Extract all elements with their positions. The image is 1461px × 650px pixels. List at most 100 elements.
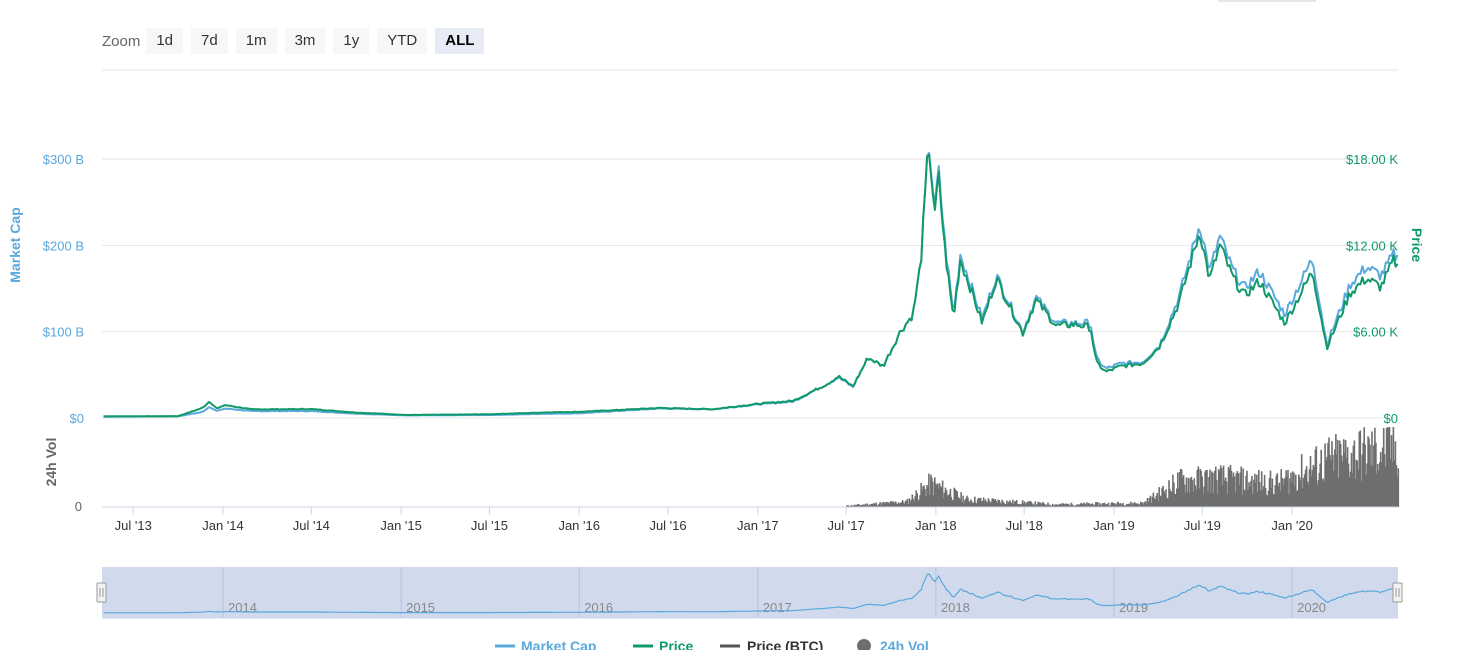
volume-bar — [1259, 490, 1262, 507]
navigator-right-handle[interactable] — [1392, 582, 1403, 603]
volume-bar — [945, 490, 948, 507]
legend-item-market-cap[interactable]: Market Cap — [495, 638, 596, 650]
volume-bar — [1151, 496, 1154, 507]
y-axis-left: $0 $100 B $200 B $300 B — [43, 152, 84, 426]
volume-bar — [1014, 501, 1016, 507]
volume-bar — [1148, 498, 1151, 507]
volume-bar — [1343, 452, 1346, 507]
volume-bar — [1200, 470, 1202, 507]
volume-bar — [922, 486, 924, 507]
volume-bar — [1335, 434, 1337, 507]
legend-item-price[interactable]: Price — [633, 638, 693, 650]
y-left-tick-label: $200 B — [43, 238, 84, 253]
volume-bar — [1158, 487, 1160, 507]
volume-bar — [1150, 502, 1153, 507]
zoom-3m-button[interactable]: 3m — [284, 28, 326, 54]
zoom-1d-button[interactable]: 1d — [146, 28, 184, 54]
volume-bar — [990, 501, 993, 507]
volume-bar — [942, 497, 945, 507]
volume-bar — [1367, 436, 1369, 507]
x-tick-label: Jul '15 — [471, 518, 508, 533]
volume-bar — [1258, 470, 1260, 507]
legend-label: Price — [659, 638, 693, 650]
volume-bar — [855, 504, 858, 507]
volume-bar — [1018, 504, 1021, 507]
volume-bar — [1174, 493, 1176, 507]
volume-bar — [1237, 473, 1240, 507]
volume-bar — [937, 488, 940, 507]
volume-bar — [1177, 472, 1179, 507]
volume-bar — [853, 505, 855, 507]
volume-bar — [1095, 502, 1097, 507]
volume-bar — [867, 505, 870, 507]
volume-bar — [1344, 440, 1347, 507]
volume-bar — [1087, 503, 1089, 507]
volume-bar — [1351, 472, 1354, 507]
volume-bar — [1279, 491, 1281, 507]
volume-bar — [1125, 505, 1127, 507]
volume-bar — [972, 503, 974, 507]
volume-bar — [993, 499, 996, 507]
volume-bar — [1042, 502, 1044, 507]
volume-bar — [1384, 466, 1387, 507]
volume-bar — [1358, 431, 1361, 507]
zoom-7d-button[interactable]: 7d — [191, 28, 228, 54]
volume-bar — [1006, 500, 1008, 507]
volume-bar — [1196, 469, 1199, 507]
navigator-selection[interactable] — [102, 567, 1398, 618]
volume-bar — [991, 498, 994, 507]
volume-bar — [1096, 502, 1098, 507]
volume-bar — [966, 495, 968, 507]
volume-bar — [1240, 466, 1242, 507]
volume-bar — [910, 499, 913, 507]
volume-bar — [1040, 504, 1042, 507]
zoom-1m-button[interactable]: 1m — [235, 28, 277, 54]
volume-bar — [1245, 475, 1247, 507]
volume-bar — [1225, 481, 1228, 507]
volume-bar — [1271, 478, 1274, 507]
legend-item-price-btc[interactable]: Price (BTC) — [720, 638, 823, 650]
volume-bar — [1051, 505, 1053, 507]
navigator-left-handle[interactable] — [96, 582, 107, 603]
volume-bar — [975, 503, 978, 507]
volume-bar — [901, 500, 904, 507]
volume-bar — [851, 504, 853, 507]
volume-bar — [1374, 427, 1376, 507]
volume-bar — [958, 498, 960, 507]
x-tick-label: Jul '16 — [649, 518, 686, 533]
volume-bar — [1332, 454, 1334, 507]
volume-bar — [1371, 431, 1373, 507]
volume-bar — [1160, 496, 1162, 507]
volume-bar — [979, 497, 982, 507]
volume-bar — [984, 499, 987, 507]
volume-bar — [962, 495, 964, 507]
volume-bar — [1305, 466, 1308, 507]
volume-bar — [1138, 504, 1141, 507]
volume-bar — [857, 503, 860, 507]
volume-bar — [1136, 503, 1139, 507]
volume-bar — [1061, 503, 1064, 507]
volume-bar — [866, 503, 869, 507]
volume-bar — [1256, 474, 1258, 507]
navigator-series-line — [103, 573, 1398, 614]
volume-bar — [1164, 494, 1166, 507]
volume-bar — [1345, 457, 1348, 507]
volume-bar — [1086, 502, 1088, 507]
volume-bar — [1302, 477, 1305, 507]
volume-bar — [1361, 454, 1363, 507]
zoom-all-button[interactable]: ALL — [435, 28, 485, 54]
volume-bar — [1103, 502, 1106, 507]
volume-bar — [1109, 505, 1112, 507]
volume-bar — [943, 492, 946, 507]
volume-bar — [1004, 503, 1006, 507]
volume-bar — [1045, 504, 1047, 507]
zoom-1y-button[interactable]: 1y — [333, 28, 370, 54]
volume-bar — [1273, 494, 1276, 507]
volume-bar — [1270, 487, 1273, 507]
volume-bar — [912, 498, 915, 507]
volume-bar — [1292, 471, 1294, 507]
legend-item-24h-vol[interactable]: 24h Vol — [857, 638, 929, 650]
volume-bar — [900, 502, 903, 507]
volume-bar — [1383, 454, 1386, 507]
zoom-ytd-button[interactable]: YTD — [377, 28, 428, 54]
